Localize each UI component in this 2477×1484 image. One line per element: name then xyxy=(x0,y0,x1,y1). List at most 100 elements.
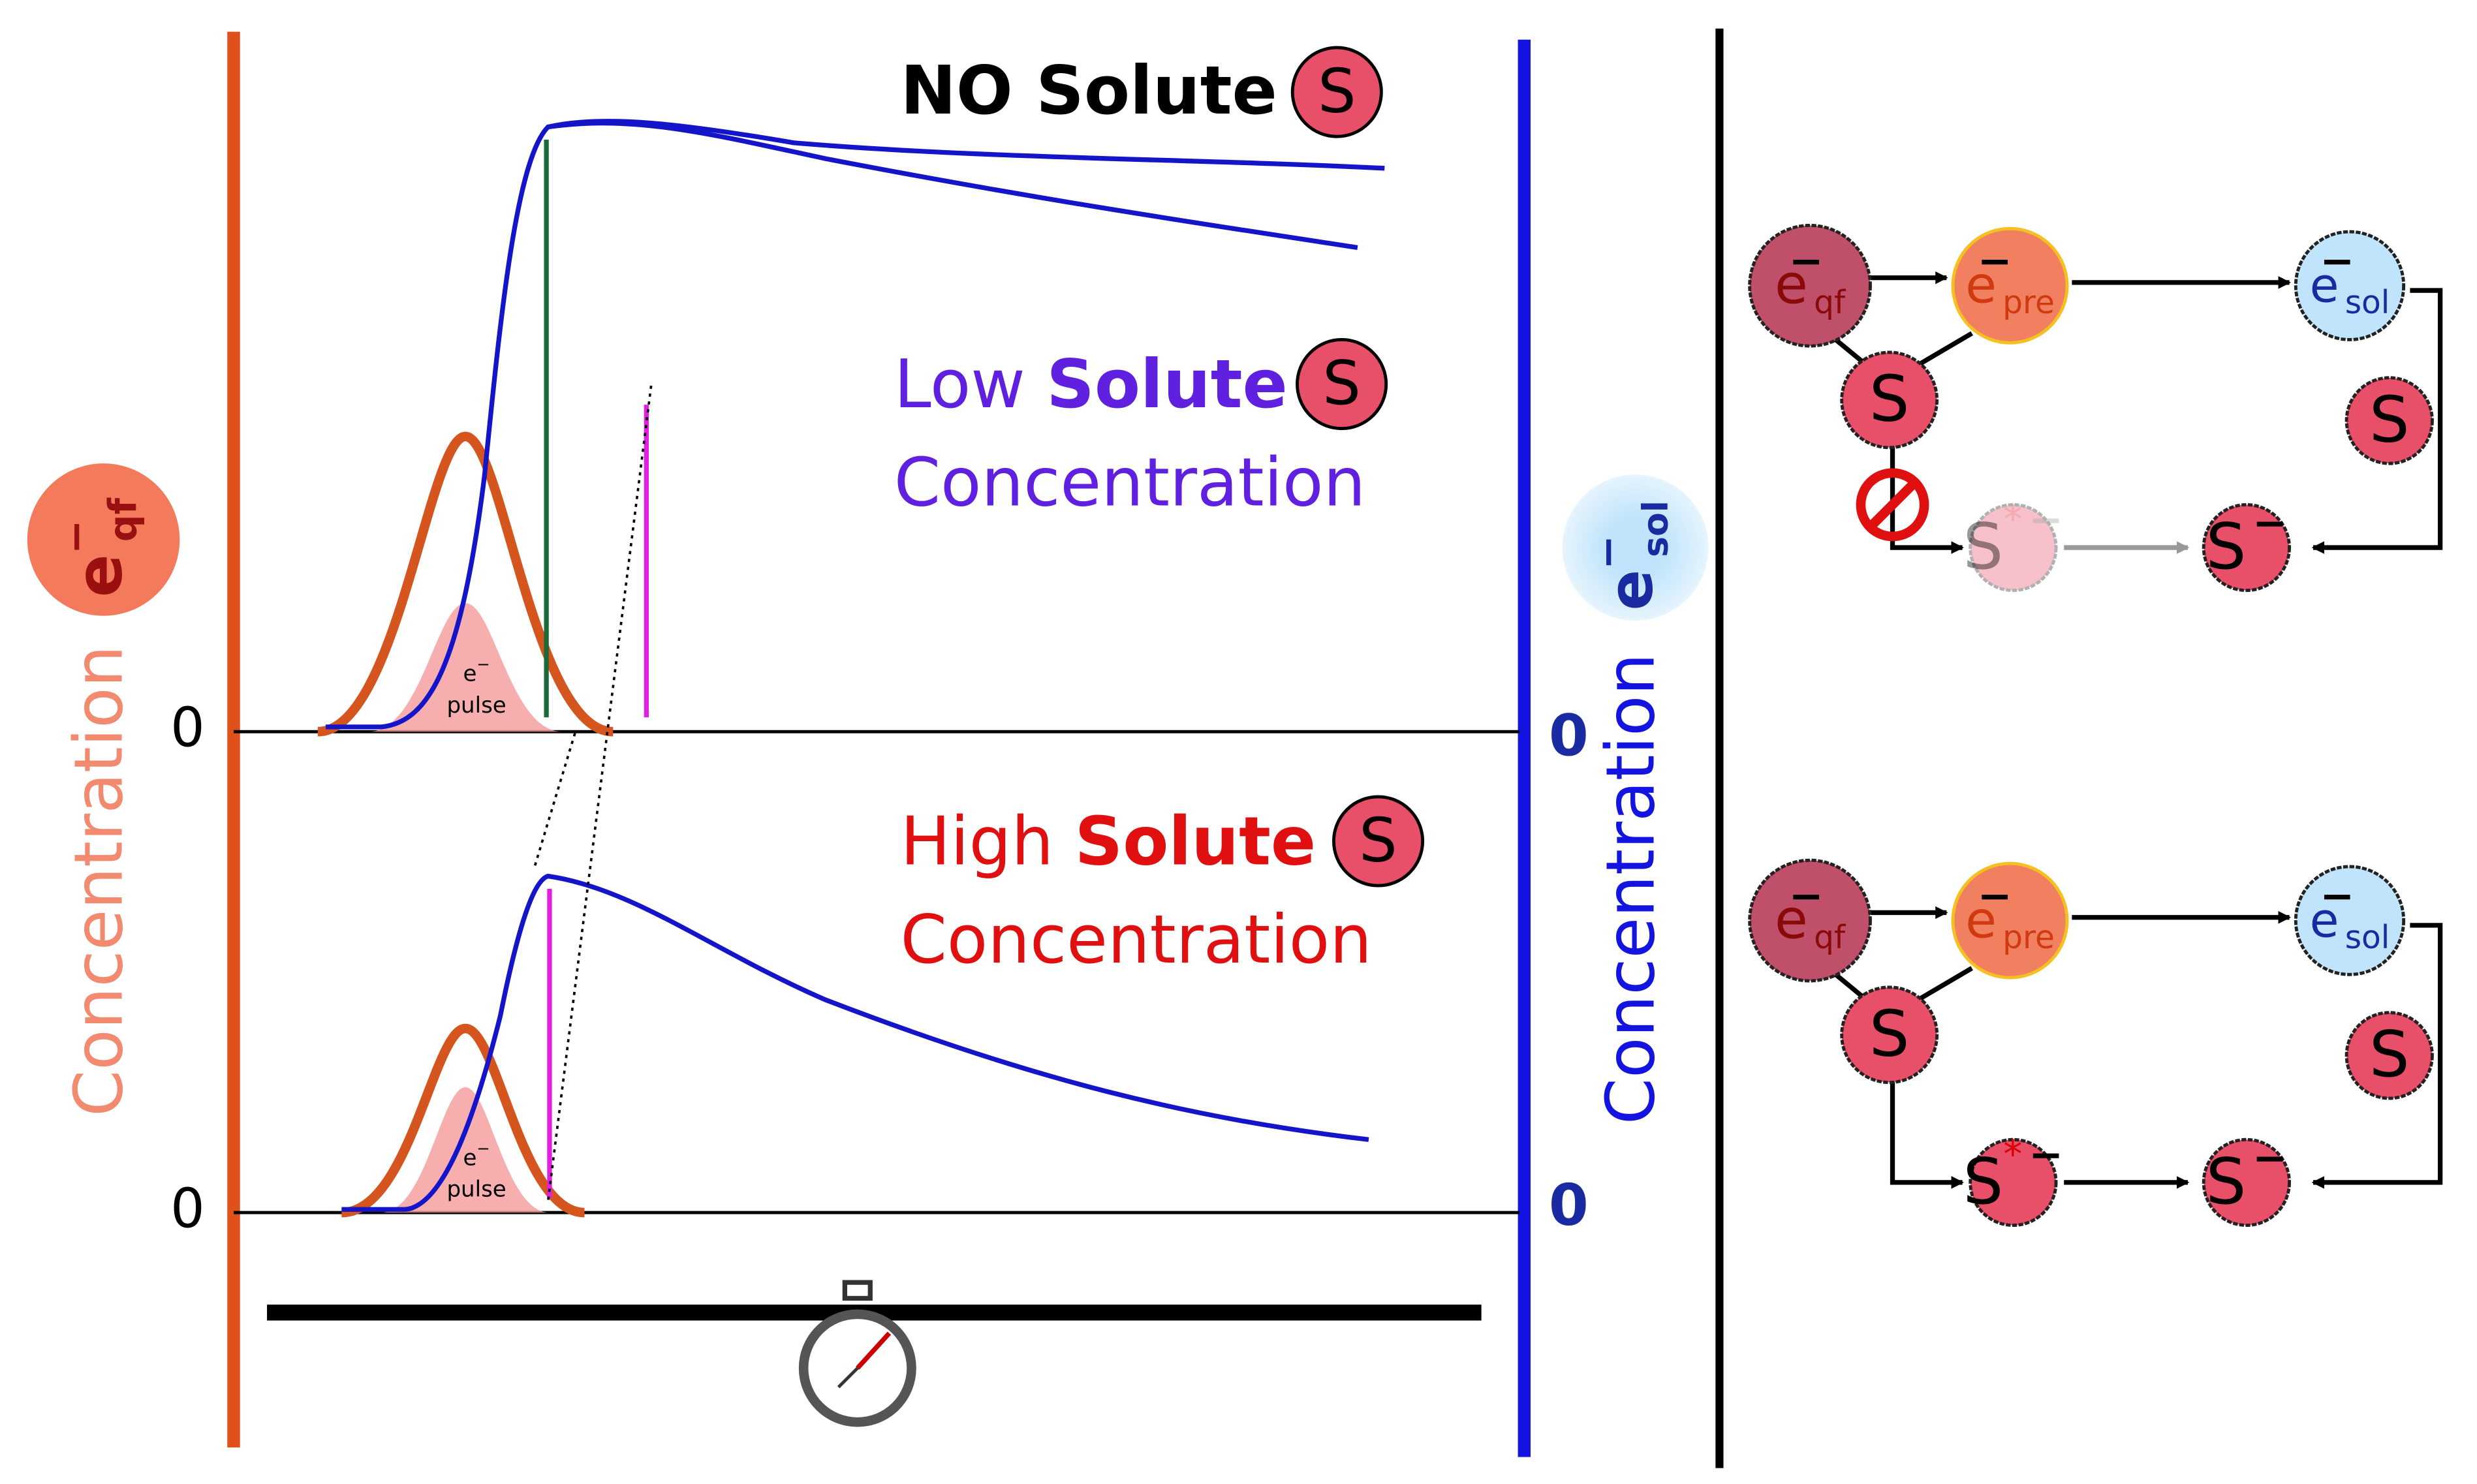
species-sub: sol xyxy=(1634,501,1675,557)
arrow xyxy=(2311,923,2443,1189)
arrow xyxy=(2311,288,2443,554)
species-base: e xyxy=(1965,891,1997,950)
species-sub: sol xyxy=(2345,285,2390,321)
species-base: e xyxy=(1965,256,1997,315)
pulse-curve xyxy=(341,1023,585,1218)
species-label: S xyxy=(2369,382,2410,456)
heading: NO Solute xyxy=(900,52,1277,130)
species-charge: − xyxy=(1978,871,2012,920)
species-base: e xyxy=(62,554,136,597)
heading: Low Solute xyxy=(894,346,1288,424)
arrow xyxy=(1890,1075,1964,1189)
zero-label: 0 xyxy=(1549,702,1589,769)
species-charge: − xyxy=(51,519,99,554)
pulse-area xyxy=(368,603,563,732)
species-charge: − xyxy=(1789,236,1824,285)
species-label: e− qf xyxy=(51,497,145,597)
pulse-area xyxy=(381,1087,550,1213)
species-base: S xyxy=(2369,1017,2410,1091)
trace xyxy=(547,119,1385,171)
heading-word: Solute xyxy=(1046,346,1288,424)
species-node xyxy=(2294,865,2406,976)
species-sub: qf xyxy=(1814,920,1846,956)
guide-line xyxy=(546,385,653,1202)
species-base: e xyxy=(1596,570,1666,611)
species-charge: − xyxy=(1978,236,2012,285)
heading: High Solute xyxy=(900,803,1316,880)
species-base: e xyxy=(2310,258,2339,314)
species-label: e− pre xyxy=(1965,871,2055,956)
species-base: S xyxy=(1869,997,1910,1070)
species-charge: − xyxy=(2320,236,2354,285)
pulse-label: e− xyxy=(463,655,490,687)
species-base: e xyxy=(2310,893,2339,948)
guide-line xyxy=(532,733,576,871)
trace xyxy=(341,873,1369,1212)
species-base: S xyxy=(2206,1145,2247,1218)
species-node xyxy=(1951,861,2069,980)
species-node xyxy=(1840,985,1939,1085)
species-node xyxy=(1951,226,2069,345)
species-charge: − xyxy=(1583,535,1631,570)
species-label: S − xyxy=(2206,499,2287,583)
species-label: S* − xyxy=(1963,495,2064,583)
species-node xyxy=(2294,230,2406,341)
heading: Concentration xyxy=(894,444,1365,521)
species-label: S − xyxy=(2206,1133,2287,1218)
sign-slash xyxy=(1867,479,1918,531)
heading-word: Solute xyxy=(1075,803,1316,880)
pulse-charge: − xyxy=(476,1139,490,1158)
pulse-label: e− xyxy=(463,1139,490,1171)
species-charge: − xyxy=(2252,499,2287,547)
species-base: e xyxy=(1775,888,1808,951)
species-badge xyxy=(27,463,180,616)
zero-label: 0 xyxy=(170,696,205,760)
solute-symbol: S xyxy=(1318,55,1356,126)
pulse-curve xyxy=(317,431,614,737)
species-node xyxy=(2345,1011,2434,1100)
species-badge xyxy=(1562,474,1709,621)
inhibition-sign xyxy=(1856,468,1929,542)
species-label: e− sol xyxy=(1583,501,1675,611)
solute-badge xyxy=(1290,46,1383,138)
species-label: e− qf xyxy=(1775,871,1846,956)
species-base: S xyxy=(1869,362,1910,436)
species-label: e− pre xyxy=(1965,236,2055,321)
species-node xyxy=(1748,858,1872,983)
heading-word: Low xyxy=(894,346,1025,424)
solute-badge xyxy=(1332,795,1425,888)
species-node xyxy=(1748,223,1872,348)
species-label: e− sol xyxy=(2310,236,2390,321)
species-base: S xyxy=(2206,510,2247,583)
species-sub: sol xyxy=(2345,920,2390,956)
stopwatch xyxy=(798,1280,916,1427)
species-mark: * xyxy=(2003,1132,2022,1177)
zero-label: 0 xyxy=(170,1177,205,1241)
species-base: S xyxy=(1963,1145,2004,1218)
species-node xyxy=(1840,350,1939,450)
connector xyxy=(1916,331,1973,367)
species-charge: − xyxy=(1789,871,1824,920)
species-base: S xyxy=(1963,510,2004,583)
species-label: S xyxy=(2369,1017,2410,1091)
pulse-charge: − xyxy=(476,655,490,673)
axis-label: Concentration xyxy=(60,645,138,1117)
species-sub: pre xyxy=(2002,920,2055,956)
species-node xyxy=(1969,502,2058,593)
species-base: e xyxy=(1775,253,1808,317)
pulse-base: e xyxy=(463,660,476,687)
solute-symbol: S xyxy=(1359,805,1397,875)
species-charge: − xyxy=(2029,1130,2063,1179)
species-charge: − xyxy=(2252,1133,2287,1181)
pulse-label: pulse xyxy=(446,692,506,719)
species-mark: * xyxy=(2003,497,2022,542)
pulse-label: pulse xyxy=(446,1177,506,1203)
axis-label: Concentration xyxy=(1592,653,1670,1124)
pulse-base: e xyxy=(463,1145,476,1171)
species-label: S xyxy=(1869,362,1910,436)
connector xyxy=(1916,966,1973,1002)
